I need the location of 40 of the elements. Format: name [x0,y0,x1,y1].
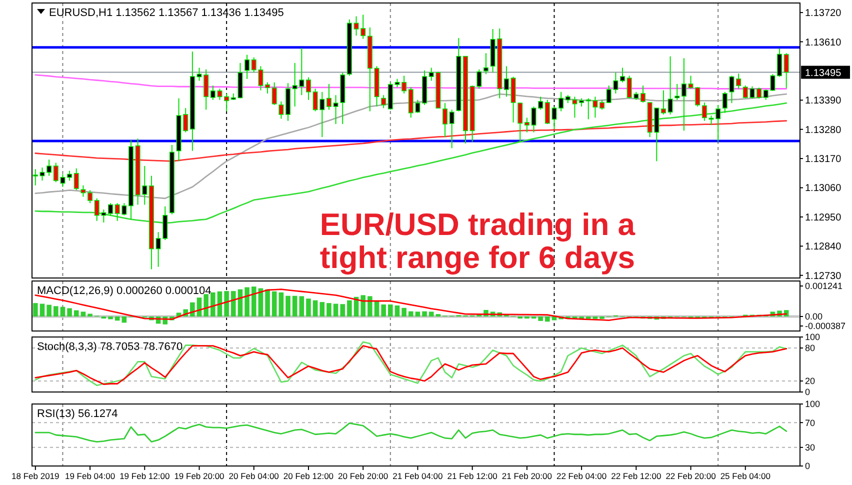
x-tick-label: 21 Feb 12:00 [447,471,498,481]
y-tick-label: 20 [805,376,816,386]
y-tick-label: 0 [805,387,810,398]
chart-title: RSI(13) 56.1274 [37,408,118,420]
y-tick-label: 0 [805,461,810,472]
x-tick-label: 22 Feb 04:00 [556,471,607,481]
y-tick-label: 0.00 [805,312,823,322]
y-tick-label: 1.13060 [805,183,842,194]
y-tick-label: 1.12840 [805,242,842,253]
x-tick-label: 21 Feb 20:00 [502,471,552,481]
chart-title: MACD(12,26,9) 0.000260 0.000104 [37,285,212,297]
y-tick-label: -0.000387 [805,321,846,332]
chart-title: Stoch(8,3,3) 78.7053 78.7670 [37,341,183,353]
y-tick-label: 1.13170 [805,154,842,166]
y-tick-label: 70 [805,418,816,428]
x-tick-label: 21 Feb 04:00 [392,471,444,481]
x-tick-label: 18 Feb 2019 [12,471,60,481]
x-tick-label: 25 Feb 04:00 [720,471,771,481]
y-tick-label: 100 [805,332,820,342]
y-tick-label: 1.13610 [805,37,842,48]
ref-line-label: 1.13495 [805,68,842,79]
x-tick-label: 19 Feb 12:00 [120,471,170,481]
y-tick-label: 30 [805,442,816,453]
y-tick-label: 80 [805,343,816,354]
y-tick-label: 1.12730 [805,270,842,282]
y-tick-label: 100 [805,399,820,410]
y-tick-label: 1.12950 [805,212,842,224]
x-tick-label: 20 Feb 04:00 [228,471,280,481]
y-tick-label: 1.13390 [805,96,842,107]
y-tick-label: 0.001241 [805,281,843,292]
x-tick-label: 19 Feb 20:00 [174,471,225,481]
x-tick-label: 22 Feb 12:00 [611,471,662,481]
y-tick-label: 1.13720 [805,8,842,20]
annotation: EUR/USD trading in a tight range for 6 days [320,207,636,275]
y-tick-label: 1.13280 [805,124,842,136]
x-tick-label: 20 Feb 20:00 [338,471,388,481]
x-tick-label: 19 Feb 04:00 [64,471,116,481]
x-tick-label: 22 Feb 20:00 [666,471,716,481]
x-tick-label: 20 Feb 12:00 [283,471,334,481]
chart-title: EURUSD,H1 1.13562 1.13567 1.13436 1.13495 [49,7,284,19]
